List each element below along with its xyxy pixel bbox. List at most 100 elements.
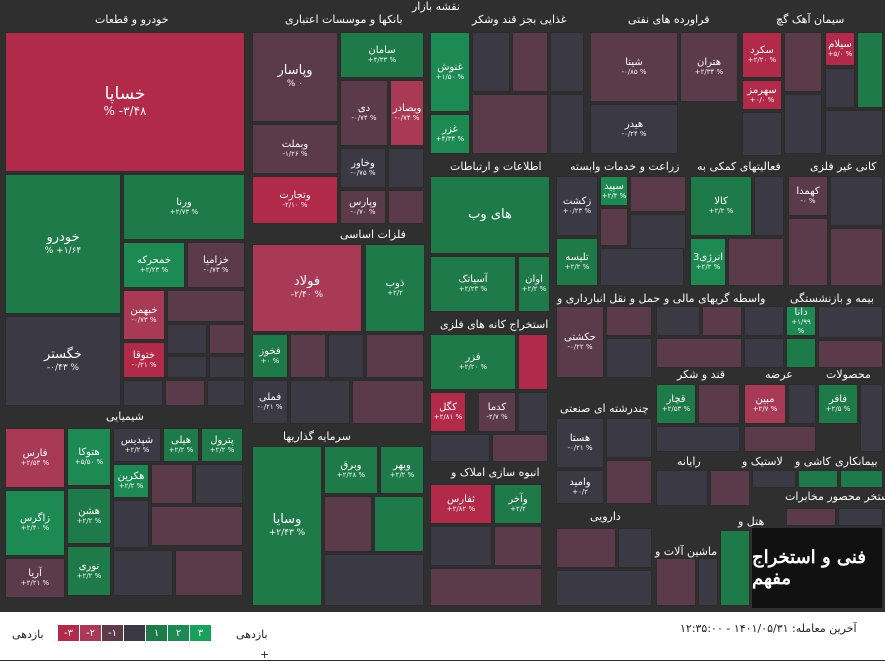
minor-symbol-tile[interactable]	[784, 32, 822, 92]
symbol-tile[interactable]: کالا +۲/۲ %	[690, 176, 752, 236]
symbol-tile[interactable]: فملی -۰/۲۱ %	[252, 380, 288, 424]
symbol-tile[interactable]: ختوقا -۰/۲۱ %	[123, 342, 165, 378]
minor-symbol-tile[interactable]	[786, 338, 816, 368]
symbol-tile[interactable]: فافر +۲/۵ %	[818, 384, 858, 424]
minor-symbol-tile[interactable]	[328, 334, 364, 378]
minor-symbol-tile[interactable]	[698, 558, 718, 606]
minor-symbol-tile[interactable]	[550, 94, 584, 154]
minor-symbol-tile[interactable]	[167, 324, 207, 354]
minor-symbol-tile[interactable]	[825, 110, 883, 156]
minor-symbol-tile[interactable]	[728, 238, 784, 286]
symbol-tile[interactable]: خساپا% -۳/۴۸	[5, 32, 245, 172]
minor-symbol-tile[interactable]	[742, 112, 782, 156]
symbol-tile[interactable]: زاگرس +۲/۴۰ %	[5, 490, 65, 556]
minor-symbol-tile[interactable]	[698, 384, 740, 424]
minor-symbol-tile[interactable]	[556, 528, 616, 568]
symbol-tile[interactable]: شپدیس +۲/۲ %	[113, 428, 161, 462]
minor-symbol-tile[interactable]	[195, 464, 243, 504]
symbol-tile[interactable]: انرژی3 +۲/۲ %	[690, 238, 726, 286]
symbol-tile[interactable]: های وب	[430, 176, 550, 254]
minor-symbol-tile[interactable]	[290, 380, 350, 424]
minor-symbol-tile[interactable]	[825, 68, 855, 108]
symbol-tile[interactable]: شینا -۰/۸۵ %	[590, 32, 678, 102]
symbol-tile[interactable]: وپارس -۰/۷۰ %	[340, 190, 386, 224]
symbol-tile[interactable]: هیلی +۲/۲ %	[163, 428, 199, 462]
symbol-tile[interactable]: هتران +۲/۳۴ %	[680, 32, 738, 102]
minor-symbol-tile[interactable]	[209, 356, 245, 378]
minor-symbol-tile[interactable]	[744, 426, 816, 452]
symbol-tile[interactable]: هستا -۰/۲۱ %	[556, 418, 604, 468]
symbol-tile[interactable]: اوان +۲/۲ %	[518, 256, 550, 312]
minor-symbol-tile[interactable]	[175, 550, 243, 596]
minor-symbol-tile[interactable]	[786, 508, 836, 526]
symbol-tile[interactable]: وبملت -۱/۲۶ %	[252, 124, 338, 174]
minor-symbol-tile[interactable]	[752, 470, 796, 488]
symbol-tile[interactable]: سامان +۴/۳۳ %	[340, 32, 424, 78]
symbol-tile[interactable]: آریا +۲/۲۱ %	[5, 558, 65, 598]
symbol-tile[interactable]: ذوب +۲/۲	[365, 244, 425, 332]
symbol-tile[interactable]: وخاور -۰/۷۵ %	[340, 148, 386, 188]
minor-symbol-tile[interactable]	[600, 248, 684, 286]
symbol-tile[interactable]: مبین +۲/۷ %	[744, 384, 786, 424]
minor-symbol-tile[interactable]	[151, 464, 193, 504]
minor-symbol-tile[interactable]	[167, 356, 207, 378]
symbol-tile[interactable]: حکشتی -۰/۲۲ %	[556, 306, 604, 378]
minor-symbol-tile[interactable]	[388, 190, 424, 224]
minor-symbol-tile[interactable]	[123, 380, 163, 406]
minor-symbol-tile[interactable]	[472, 32, 510, 92]
minor-symbol-tile[interactable]	[324, 496, 372, 552]
minor-symbol-tile[interactable]	[798, 470, 838, 488]
minor-symbol-tile[interactable]	[840, 470, 883, 488]
symbol-tile[interactable]: کهمدا -۰ %	[788, 176, 828, 216]
symbol-tile[interactable]: نوری +۲/۲ %	[67, 546, 111, 596]
minor-symbol-tile[interactable]	[165, 380, 205, 406]
minor-symbol-tile[interactable]	[606, 306, 652, 336]
minor-symbol-tile[interactable]	[744, 306, 784, 336]
symbol-tile[interactable]: سکرد +۲/۲۰ %	[742, 32, 782, 78]
symbol-tile[interactable]: هشن +۲/۲ %	[67, 488, 111, 544]
minor-symbol-tile[interactable]	[494, 526, 542, 566]
minor-symbol-tile[interactable]	[290, 334, 326, 378]
symbol-tile[interactable]: وسایا +۲/۴۳ %	[252, 446, 322, 606]
minor-symbol-tile[interactable]	[430, 434, 490, 462]
symbol-tile[interactable]: غنوش +۱/۵۰ %	[430, 32, 470, 112]
minor-symbol-tile[interactable]	[720, 530, 750, 606]
minor-symbol-tile[interactable]	[472, 94, 548, 154]
minor-symbol-tile[interactable]	[618, 528, 652, 568]
minor-symbol-tile[interactable]	[113, 500, 149, 548]
symbol-tile[interactable]: وبصادر -۰/۷۴ %	[390, 80, 424, 146]
minor-symbol-tile[interactable]	[788, 384, 816, 424]
minor-symbol-tile[interactable]	[324, 554, 424, 606]
minor-symbol-tile[interactable]	[838, 508, 883, 526]
minor-symbol-tile[interactable]	[388, 148, 424, 188]
symbol-tile[interactable]: کگل +۲/۸۱ %	[430, 392, 466, 432]
minor-symbol-tile[interactable]	[518, 392, 548, 432]
symbol-tile[interactable]: ورنا +۲/۷۳ %	[123, 174, 245, 240]
minor-symbol-tile[interactable]	[606, 418, 652, 458]
minor-symbol-tile[interactable]	[512, 32, 548, 92]
symbol-tile[interactable]: فولاد -۲/۴۰ %	[252, 244, 362, 332]
minor-symbol-tile[interactable]	[600, 208, 628, 246]
symbol-tile[interactable]: زکشت +۰/۲۳ %	[556, 176, 598, 236]
symbol-tile[interactable]: دانا +۱/۹۹ %	[786, 306, 816, 336]
symbol-tile[interactable]: خگستر -۰/۴۳ %	[5, 316, 121, 406]
symbol-tile[interactable]: پترول +۲/۲ %	[201, 428, 243, 462]
symbol-tile[interactable]: ثفارس +۲/۸۲ %	[430, 484, 492, 524]
minor-symbol-tile[interactable]	[151, 506, 243, 546]
minor-symbol-tile[interactable]	[818, 306, 883, 338]
minor-symbol-tile[interactable]	[518, 334, 548, 390]
minor-symbol-tile[interactable]	[492, 434, 548, 462]
minor-symbol-tile[interactable]	[606, 460, 652, 504]
symbol-tile[interactable]: وبهر +۲/۲ %	[380, 446, 424, 494]
minor-symbol-tile[interactable]	[430, 568, 542, 606]
symbol-tile[interactable]: قچار +۲/۵۳ %	[656, 384, 696, 424]
symbol-tile[interactable]: دی -۰/۷۴ %	[340, 80, 388, 146]
minor-symbol-tile[interactable]	[207, 380, 245, 406]
symbol-tile[interactable]: سپید +۲/۴ %	[600, 176, 628, 206]
symbol-tile[interactable]: خمحرکه +۲/۲۳ %	[123, 242, 185, 288]
minor-symbol-tile[interactable]	[352, 380, 424, 424]
minor-symbol-tile[interactable]	[630, 214, 686, 250]
symbol-tile[interactable]: غزر +۴/۳۴ %	[430, 114, 470, 154]
minor-symbol-tile[interactable]	[818, 340, 883, 368]
symbol-tile[interactable]: فزر +۲/۲۰ %	[430, 334, 516, 390]
